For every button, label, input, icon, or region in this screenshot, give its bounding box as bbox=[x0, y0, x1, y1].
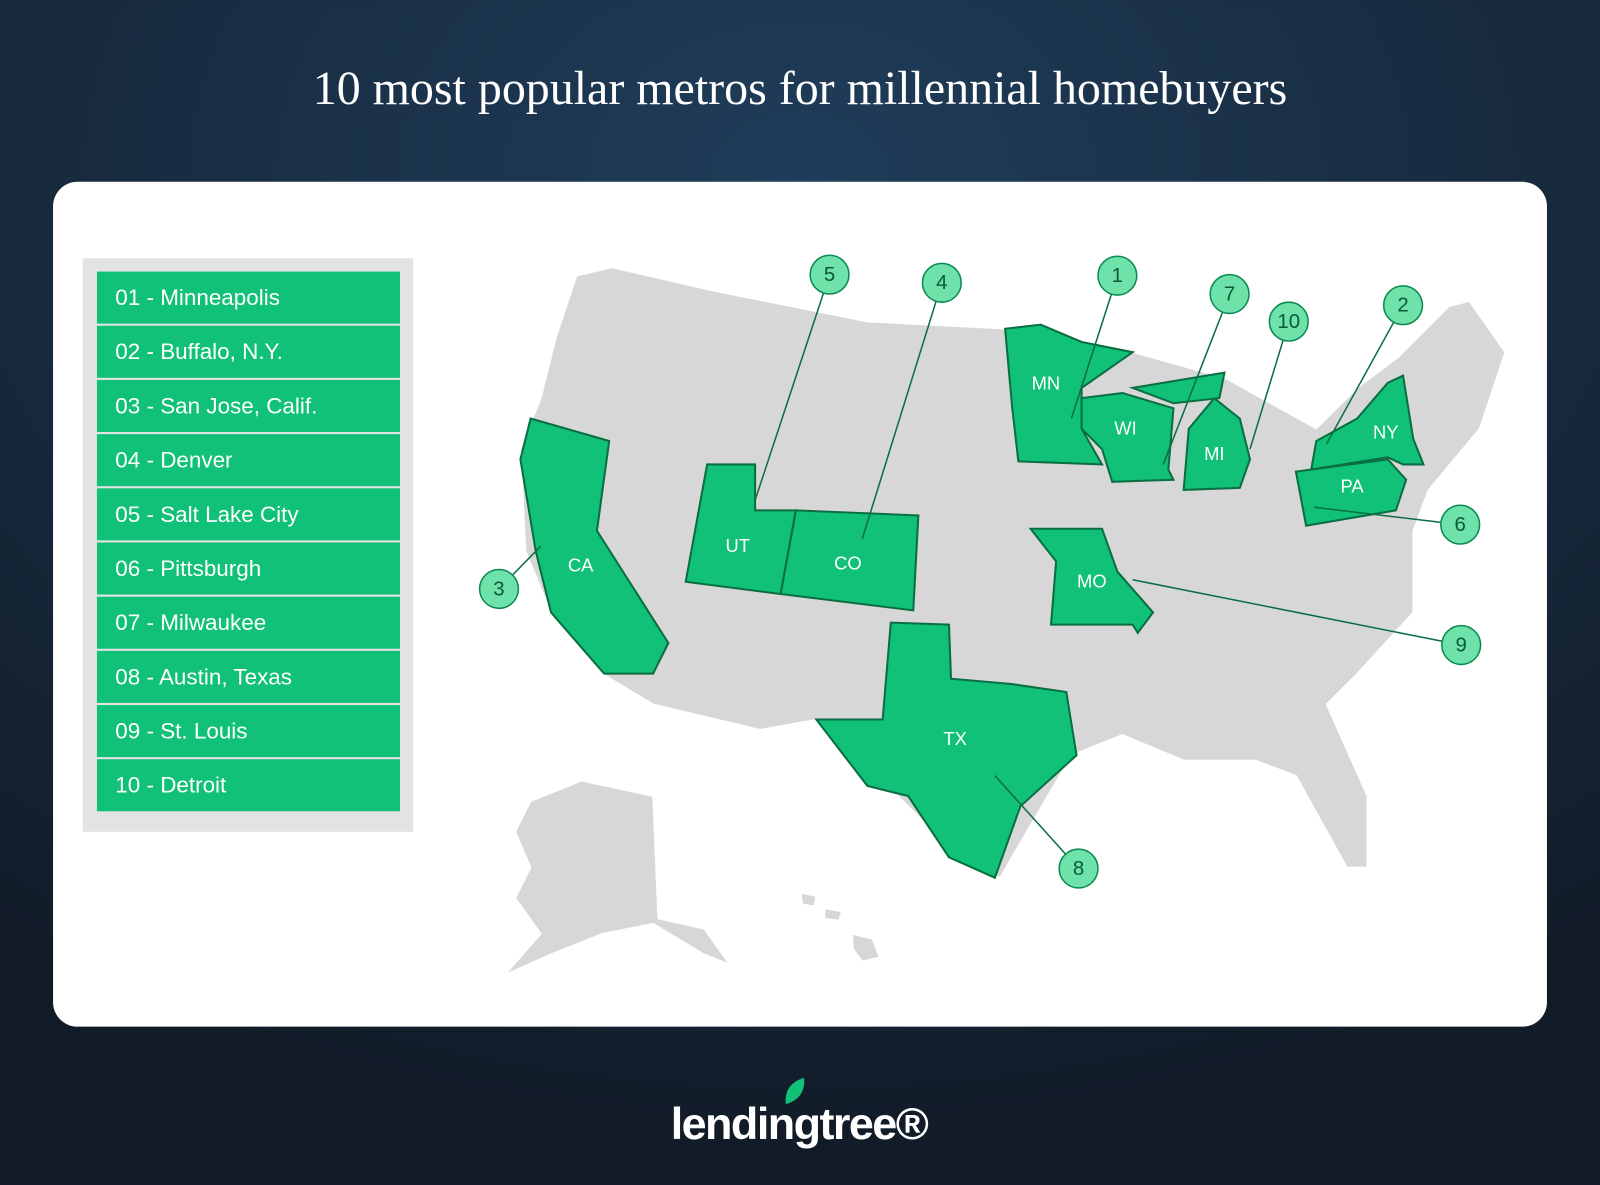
callout-circle bbox=[1382, 285, 1424, 326]
title: 10 most popular metros for millennial ho… bbox=[313, 62, 1288, 115]
callout-number: 1 bbox=[1112, 265, 1123, 287]
callout-circle bbox=[1440, 504, 1481, 545]
callout-line bbox=[861, 282, 943, 540]
state-label: NY bbox=[1373, 422, 1399, 443]
state-label: PA bbox=[1340, 476, 1364, 497]
legend: 01 - Minneapolis 02 - Buffalo, N.Y. 03 - S… bbox=[96, 271, 400, 812]
callout-number: 8 bbox=[1073, 858, 1084, 880]
legend-item bbox=[96, 325, 400, 378]
legend-item bbox=[96, 379, 400, 432]
state-label: CO bbox=[834, 552, 862, 573]
legend-item bbox=[96, 271, 400, 324]
state-label: UT bbox=[726, 535, 750, 556]
callout-number: 9 bbox=[1456, 634, 1467, 656]
callout-number: 3 bbox=[493, 578, 504, 600]
legend-text: 04 - Denver bbox=[115, 448, 233, 473]
state-mi bbox=[1182, 396, 1252, 492]
callout-number: 4 bbox=[936, 272, 947, 294]
state-label: MO bbox=[1077, 571, 1107, 592]
callout-line bbox=[1070, 275, 1119, 419]
logo-leaf bbox=[785, 1077, 805, 1105]
state-label: TX bbox=[943, 728, 966, 749]
legend-text: 08 - Austin, Texas bbox=[115, 664, 292, 689]
callout-circle bbox=[1441, 624, 1482, 666]
state-label: WI bbox=[1114, 418, 1136, 439]
state-ca bbox=[519, 417, 670, 675]
callout-number: 5 bbox=[824, 264, 835, 286]
callout-circle bbox=[1268, 301, 1309, 342]
state-mo bbox=[1028, 527, 1155, 635]
callout-number: 2 bbox=[1397, 295, 1408, 317]
brand: lendingtree® bbox=[671, 1098, 929, 1149]
alaska bbox=[504, 779, 732, 976]
legend-item bbox=[96, 488, 400, 541]
callout-line bbox=[1325, 304, 1404, 445]
legend-text: 09 - St. Louis bbox=[115, 719, 247, 744]
state-mi bbox=[1128, 371, 1226, 405]
legend-text: 06 - Pittsburgh bbox=[115, 556, 261, 581]
legend-item bbox=[96, 596, 400, 649]
hawaii bbox=[800, 892, 818, 908]
callout-circle bbox=[1209, 273, 1250, 315]
state-label: CA bbox=[568, 554, 594, 575]
legend-text: 05 - Salt Lake City bbox=[115, 502, 299, 527]
callout-line bbox=[1132, 578, 1462, 646]
callout-circle bbox=[478, 568, 520, 610]
state-label: MN bbox=[1032, 373, 1061, 394]
state-label: MI bbox=[1204, 443, 1224, 464]
legend-text: 10 - Detroit bbox=[115, 773, 227, 798]
callout-circle bbox=[1058, 848, 1099, 889]
legend-text: 07 - Milwaukee bbox=[115, 610, 266, 635]
state-tx bbox=[814, 621, 1078, 880]
legend-text: 02 - Buffalo, N.Y. bbox=[115, 339, 283, 364]
legend-item bbox=[96, 705, 400, 758]
callout-line bbox=[994, 775, 1080, 870]
hawaii bbox=[851, 932, 881, 963]
callout-number: 6 bbox=[1455, 514, 1466, 536]
callout-number: 7 bbox=[1224, 283, 1235, 305]
callout-circle bbox=[1097, 255, 1138, 296]
callout-circle bbox=[809, 254, 850, 295]
legend-text: 01 - Minneapolis bbox=[115, 285, 280, 310]
callout-line bbox=[1314, 506, 1461, 526]
legend-item bbox=[96, 434, 400, 487]
callout-circle bbox=[921, 262, 962, 303]
map-labels: MN WI MI NY PA MO CO UT CA TX 1 2 3 4 5 6 7 8 9 10 bbox=[478, 254, 1482, 889]
legend-item bbox=[96, 759, 400, 812]
legend-text: 03 - San Jose, Calif. bbox=[115, 393, 317, 418]
logo: lendingtree® bbox=[671, 1077, 930, 1149]
callout-line bbox=[754, 274, 831, 501]
state-wi bbox=[1080, 391, 1176, 483]
legend-item bbox=[96, 542, 400, 595]
hawaii bbox=[823, 907, 843, 922]
callout-line bbox=[1162, 293, 1231, 465]
state-co bbox=[779, 509, 920, 612]
legend-item bbox=[96, 650, 400, 703]
callout-number: 10 bbox=[1277, 311, 1300, 333]
callout-line bbox=[1249, 321, 1290, 450]
